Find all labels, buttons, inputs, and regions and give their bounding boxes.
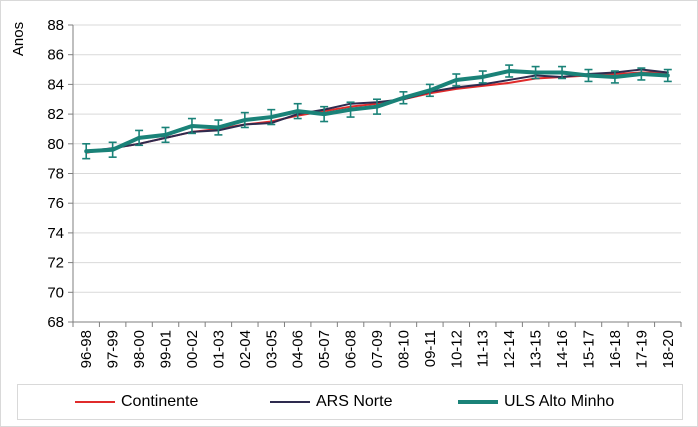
y-tick-label-68: 68 <box>47 314 64 331</box>
x-tick-label-06-08: 06-08 <box>343 330 360 368</box>
x-tick-label-04-06: 04-06 <box>290 330 307 368</box>
legend-swatch-uls-alto-minho <box>458 400 498 404</box>
error-bar-uls-alto-minho-02-04 <box>240 111 249 129</box>
error-bar-uls-alto-minho-18-20 <box>663 68 672 83</box>
y-tick-label-76: 76 <box>47 195 64 212</box>
error-bar-uls-alto-minho-13-15 <box>531 65 540 80</box>
error-bar-uls-alto-minho-15-17 <box>584 68 593 83</box>
error-bars <box>82 64 672 160</box>
y-tick-label-72: 72 <box>47 255 64 272</box>
error-bar-uls-alto-minho-12-14 <box>505 64 514 78</box>
x-tick-label-02-04: 02-04 <box>237 330 254 368</box>
error-bar-uls-alto-minho-00-02 <box>187 117 196 135</box>
x-tick-label-07-09: 07-09 <box>369 330 386 368</box>
legend-label-continente: Continente <box>121 393 199 410</box>
axes: 68 70 72 74 76 78 80 82 84 86 88 96-98 97-99 98-00 99-… <box>47 17 682 368</box>
error-bar-uls-alto-minho-09-11 <box>425 83 434 98</box>
x-tick-label-18-20: 18-20 <box>660 330 677 368</box>
x-tick-label-10-12: 10-12 <box>448 330 465 368</box>
x-tick-label-99-01: 99-01 <box>158 330 175 368</box>
legend-item-continente: Continente <box>75 385 198 419</box>
legend-label-uls-alto-minho: ULS Alto Minho <box>504 393 615 410</box>
error-bar-uls-alto-minho-06-08 <box>346 101 355 118</box>
y-tick-label-78: 78 <box>47 166 64 183</box>
error-bar-uls-alto-minho-05-07 <box>320 105 329 123</box>
error-bar-uls-alto-minho-17-19 <box>637 67 646 81</box>
x-tick-label-98-00: 98-00 <box>131 330 148 368</box>
gridlines <box>73 24 681 293</box>
x-tick-label-96-98: 96-98 <box>78 330 95 368</box>
y-tick-label-84: 84 <box>47 76 64 93</box>
x-tick-label-03-05: 03-05 <box>263 330 280 368</box>
error-bar-uls-alto-minho-97-99 <box>108 141 117 158</box>
error-bar-uls-alto-minho-10-12 <box>452 73 461 87</box>
y-tick-label-82: 82 <box>47 106 64 123</box>
x-tick-label-09-11: 09-11 <box>422 330 439 367</box>
error-bar-uls-alto-minho-11-13 <box>478 70 487 84</box>
x-tick-label-16-18: 16-18 <box>607 330 624 368</box>
x-tick-label-01-03: 01-03 <box>210 330 227 368</box>
y-tick-label-88: 88 <box>47 17 64 34</box>
legend-item-uls-alto-minho: ULS Alto Minho <box>458 385 614 419</box>
error-bar-uls-alto-minho-99-01 <box>161 126 170 144</box>
line-chart: 68 70 72 74 76 78 80 82 84 86 88 96-98 97-99 98-00 99-… <box>10 17 682 368</box>
error-bar-uls-alto-minho-07-09 <box>373 98 381 115</box>
error-bar-uls-alto-minho-16-18 <box>610 70 619 84</box>
x-tick-label-97-99: 97-99 <box>105 330 122 368</box>
legend: Continente ARS Norte ULS Alto Minho <box>17 384 683 420</box>
y-axis-label: Anos <box>10 22 27 56</box>
error-bar-uls-alto-minho-04-06 <box>293 102 302 120</box>
x-tick-label-17-19: 17-19 <box>633 330 650 368</box>
x-tick-label-05-07: 05-07 <box>316 330 333 368</box>
x-tick-label-12-14: 12-14 <box>501 330 518 368</box>
x-tick-label-11-13: 11-13 <box>475 330 492 367</box>
y-tick-label-74: 74 <box>47 225 64 242</box>
y-tick-label-86: 86 <box>47 47 64 64</box>
legend-item-ars-norte: ARS Norte <box>270 385 392 419</box>
legend-swatch-continente <box>75 401 115 403</box>
legend-swatch-ars-norte <box>270 401 310 403</box>
error-bar-uls-alto-minho-03-05 <box>267 108 276 126</box>
error-bar-uls-alto-minho-14-16 <box>558 65 567 80</box>
error-bar-uls-alto-minho-96-98 <box>82 143 91 160</box>
x-tick-label-08-10: 08-10 <box>395 330 412 368</box>
error-bar-uls-alto-minho-01-03 <box>214 119 223 136</box>
y-tick-label-70: 70 <box>47 284 64 301</box>
error-bar-uls-alto-minho-08-10 <box>399 91 408 105</box>
y-tick-label-80: 80 <box>47 136 64 153</box>
legend-label-ars-norte: ARS Norte <box>316 393 393 410</box>
x-tick-label-14-16: 14-16 <box>554 330 571 368</box>
x-tick-label-00-02: 00-02 <box>184 330 201 368</box>
x-tick-label-13-15: 13-15 <box>528 330 545 368</box>
error-bar-uls-alto-minho-98-00 <box>135 129 144 147</box>
x-tick-label-15-17: 15-17 <box>580 330 597 368</box>
